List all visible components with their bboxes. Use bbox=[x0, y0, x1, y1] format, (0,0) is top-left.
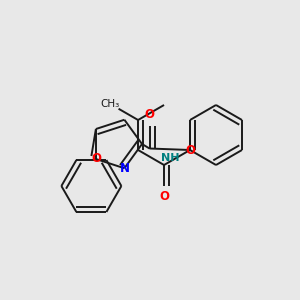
Text: O: O bbox=[159, 190, 169, 203]
Text: O: O bbox=[91, 152, 101, 166]
Text: O: O bbox=[145, 108, 154, 121]
Text: O: O bbox=[185, 143, 195, 157]
Text: CH₃: CH₃ bbox=[100, 99, 120, 109]
Text: NH: NH bbox=[160, 153, 179, 163]
Text: N: N bbox=[119, 162, 129, 175]
